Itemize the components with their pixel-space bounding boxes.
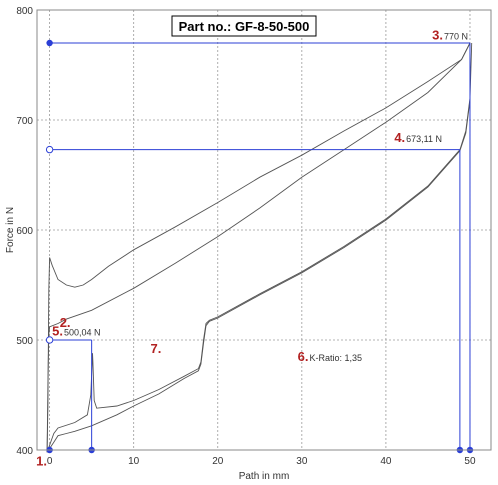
x-tick-label: 30 (296, 456, 308, 467)
y-tick-label: 700 (16, 116, 33, 127)
ticks: 0 10 20 30 40 50 400 500 600 700 800 (16, 6, 476, 467)
y-tick-label: 800 (16, 6, 33, 17)
guide-marker (45, 145, 54, 154)
title-box (171, 15, 317, 37)
annotation-label: 673,11 N (406, 134, 442, 144)
force-curve (46, 42, 473, 453)
chart-title: Part no.: GF-8-50-500 (179, 19, 310, 34)
annotation-number: 7. (151, 341, 162, 356)
annotation-number: 1. (36, 453, 47, 468)
annotation-label: 500,04 N (64, 328, 101, 338)
x-tick-label: 20 (212, 456, 224, 467)
curves (46, 42, 473, 453)
annotation-number: 6. (298, 349, 309, 364)
guides (45, 39, 474, 454)
guide-marker (46, 39, 53, 47)
force-curve (46, 42, 471, 453)
y-axis-label: Force in N (5, 207, 16, 253)
grid (37, 9, 491, 451)
annotation-number: 4. (394, 130, 405, 145)
annotation-number: 5. (52, 324, 63, 339)
annotation-label: 770 N (444, 32, 468, 42)
plot-frame (36, 9, 492, 451)
annotation-label: K-Ratio: 1,35 (309, 353, 362, 363)
y-tick-label: 600 (16, 226, 33, 237)
guide-marker (45, 336, 54, 344)
force-curve (46, 42, 471, 453)
x-tick-label: 0 (47, 456, 53, 467)
x-tick-label: 50 (464, 456, 476, 467)
annotation-number: 2. (60, 315, 71, 330)
y-tick-label: 500 (16, 336, 33, 347)
force-curve (46, 100, 471, 453)
x-tick-label: 40 (380, 456, 392, 467)
y-tick-label: 400 (16, 446, 33, 457)
x-axis-label: Path in mm (239, 471, 290, 482)
annotation-number: 3. (432, 28, 443, 43)
x-tick-label: 10 (128, 456, 140, 467)
annotations: 1. 2. 3. 770 N 4. 673,11 N 5. 500,04 N 6. K-Ratio… (36, 28, 468, 469)
